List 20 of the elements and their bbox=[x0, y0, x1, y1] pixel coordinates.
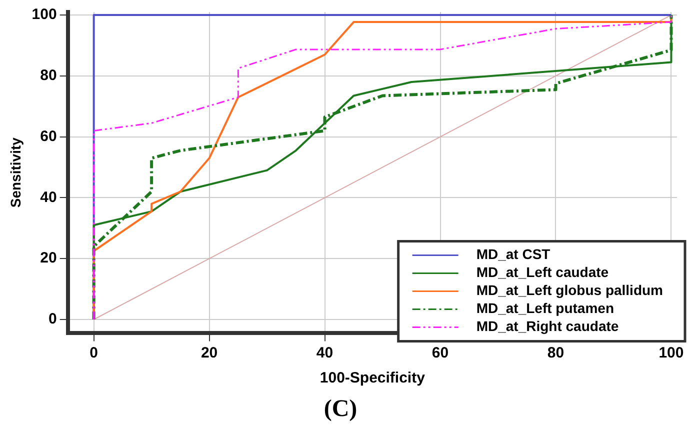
y-tick-label: 80 bbox=[40, 67, 57, 84]
y-tick-label: 40 bbox=[40, 188, 57, 206]
legend-label: MD_at CST bbox=[476, 246, 551, 262]
x-tick-label: 20 bbox=[200, 344, 218, 362]
x-tick-label: 100 bbox=[658, 344, 684, 362]
x-axis-title: 100-Specificity bbox=[320, 369, 426, 386]
y-axis-title: Sensitivity bbox=[7, 137, 24, 208]
y-tick-label: 60 bbox=[40, 128, 57, 145]
legend-label: MD_at_Left putamen bbox=[476, 300, 614, 316]
x-tick-label: 40 bbox=[316, 344, 334, 362]
legend-label: MD_at_Left caudate bbox=[476, 264, 609, 280]
y-tick-label: 0 bbox=[48, 310, 57, 328]
x-tick-label: 80 bbox=[547, 344, 564, 362]
legend-label: MD_at_Right caudate bbox=[476, 318, 619, 334]
y-tick-label: 20 bbox=[40, 250, 57, 267]
x-tick-label: 0 bbox=[90, 344, 98, 362]
text: (C) bbox=[324, 396, 358, 422]
legend-label: MD_at_Left globus pallidum bbox=[476, 282, 664, 298]
x-tick-label: 60 bbox=[432, 344, 449, 362]
y-tick-label: 100 bbox=[32, 6, 57, 24]
